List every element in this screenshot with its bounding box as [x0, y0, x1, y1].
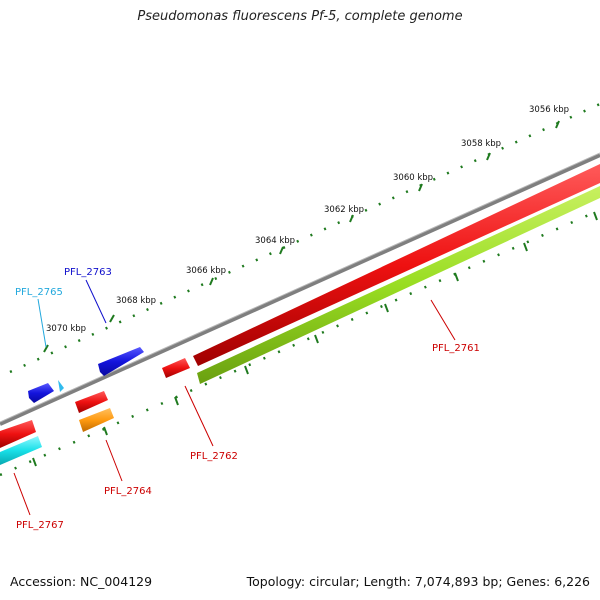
accession-text: Accession: NC_004129 [10, 574, 153, 589]
gene-pfl-2767-block[interactable] [0, 436, 42, 465]
leader-pfl-2764 [105, 439, 123, 482]
tick-label-3058: 3058 kbp [461, 139, 501, 149]
genome-backbone [0, 153, 600, 426]
inner-major-tick [32, 457, 37, 467]
gene-pfl-2763-block[interactable] [98, 347, 144, 376]
inner-major-tick [314, 334, 319, 344]
major-tick [209, 277, 214, 286]
inner-major-tick [384, 303, 389, 313]
gene-pfl-2765-block[interactable] [28, 383, 54, 403]
gene-pfl-2767-red-block[interactable] [0, 420, 36, 448]
leader-pfl-2763 [85, 279, 107, 324]
major-tick [349, 214, 354, 223]
label-pfl-2762[interactable]: PFL_2762 [190, 451, 238, 462]
inner-major-tick [103, 426, 108, 436]
gene-pfl-2764-block[interactable] [79, 408, 114, 432]
inner-major-tick [174, 396, 179, 406]
map-title: Pseudomonas fluorescens Pf-5, complete g… [137, 9, 463, 24]
leader-pfl-2765 [37, 298, 47, 348]
inner-major-tick [523, 242, 528, 252]
major-tick [109, 314, 115, 323]
tick-label-3066: 3066 kbp [186, 266, 226, 276]
major-tick [418, 183, 423, 192]
label-pfl-2761[interactable]: PFL_2761 [432, 343, 480, 354]
tick-label-3062: 3062 kbp [324, 205, 364, 215]
leader-pfl-2761 [430, 299, 456, 341]
gene-red-reverse-block[interactable] [75, 391, 108, 413]
inner-major-tick [593, 211, 598, 221]
tick-label-3060: 3060 kbp [393, 173, 433, 183]
inner-major-tick [454, 272, 459, 282]
outer-tick-ruler [9, 102, 600, 374]
tick-label-3056: 3056 kbp [529, 105, 569, 115]
major-tick [555, 120, 560, 129]
label-pfl-2767[interactable]: PFL_2767 [16, 520, 64, 531]
green-feature-band[interactable] [197, 186, 600, 384]
genome-summary-text: Topology: circular; Length: 7,074,893 bp… [246, 574, 590, 589]
inner-major-tick [244, 365, 249, 375]
gene-small-cyan-arrow[interactable] [58, 380, 64, 392]
tick-label-3070: 3070 kbp [46, 324, 86, 334]
gene-pfl-2761-block[interactable] [193, 164, 600, 366]
major-tick [279, 246, 284, 255]
leader-pfl-2762 [184, 385, 214, 447]
major-tick [43, 344, 49, 353]
tick-label-3068: 3068 kbp [116, 296, 156, 306]
label-pfl-2764[interactable]: PFL_2764 [104, 486, 152, 497]
tick-label-3064: 3064 kbp [255, 236, 295, 246]
label-pfl-2763[interactable]: PFL_2763 [64, 267, 112, 278]
label-pfl-2765[interactable]: PFL_2765 [15, 287, 63, 298]
inner-tick-ruler [0, 208, 600, 477]
gene-pfl-2762-block[interactable] [162, 358, 190, 378]
leader-pfl-2767 [13, 472, 31, 516]
major-tick [486, 152, 491, 161]
